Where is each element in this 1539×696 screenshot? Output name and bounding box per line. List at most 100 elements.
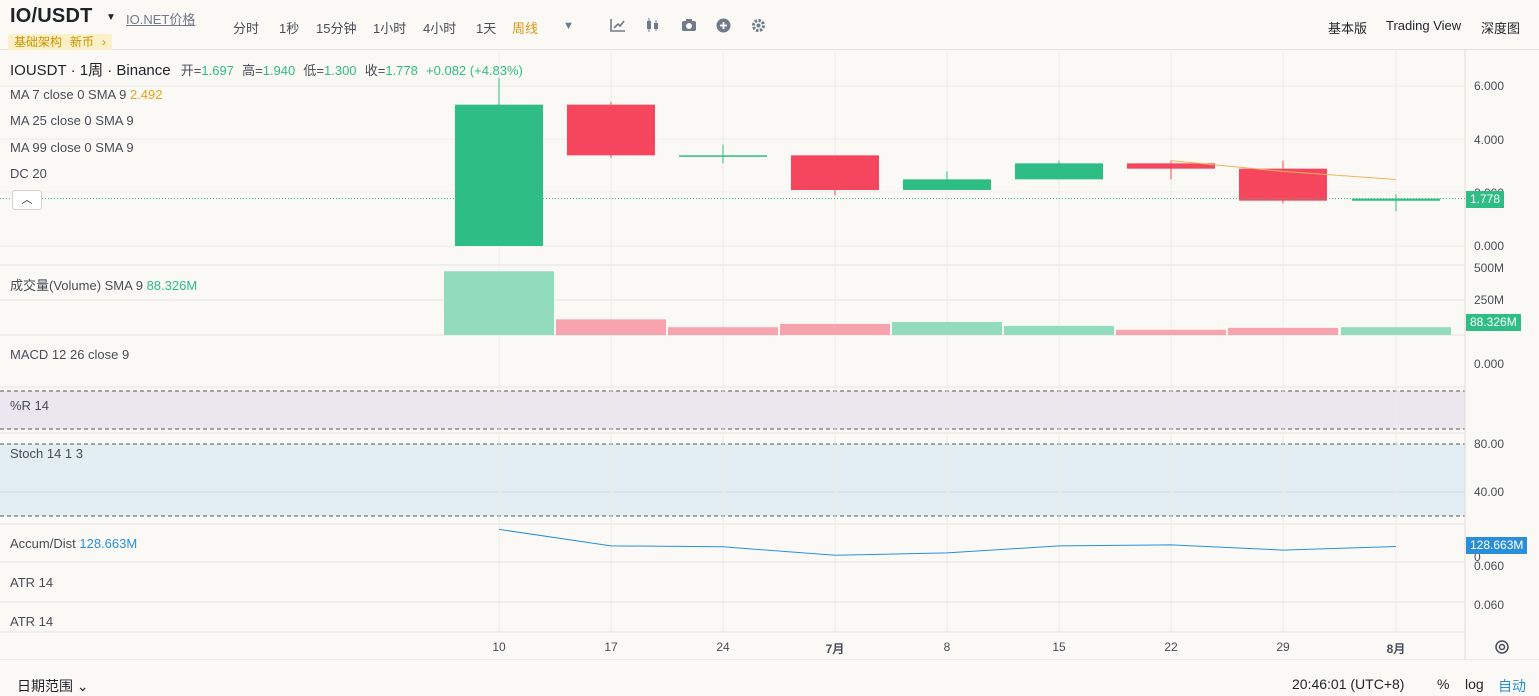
- tf-time[interactable]: 分时: [233, 21, 260, 36]
- accum-legend[interactable]: Accum/Dist 128.663M: [10, 536, 137, 551]
- close-label: 收=: [364, 63, 386, 78]
- x-tick: 15: [1052, 640, 1066, 654]
- candle-body: [903, 179, 991, 190]
- price-tick: 6.000: [1474, 79, 1505, 93]
- tf-1h[interactable]: 1小时: [373, 21, 407, 36]
- symbol-title[interactable]: IO/USDT: [10, 5, 93, 27]
- atr-legend-2[interactable]: ATR 14: [10, 614, 54, 629]
- price-badge: 1.778: [1466, 191, 1505, 208]
- view-depth[interactable]: 深度图: [1481, 21, 1521, 36]
- stoch-tick: 80.00: [1474, 437, 1505, 451]
- wr-band: [0, 391, 1465, 429]
- top-toolbar: IO/USDT ▼ IO.NET价格 基础架构 新币 › 分时 1秒 15分钟 1小…: [0, 0, 1539, 50]
- tag-new-coin[interactable]: 新币: [70, 35, 95, 49]
- volume-bar: [444, 271, 554, 335]
- volume-bar: [1341, 327, 1451, 335]
- tf-4h[interactable]: 4小时: [423, 21, 457, 36]
- chart-canvas[interactable]: [0, 50, 1539, 660]
- x-tick: 22: [1164, 640, 1178, 654]
- volume-tick: 500M: [1474, 261, 1505, 275]
- x-tick: 17: [604, 640, 618, 654]
- volume-tick: 250M: [1474, 293, 1505, 307]
- volume-bar: [892, 322, 1002, 335]
- camera-icon[interactable]: [681, 18, 697, 35]
- change-value: +0.082 (+4.83%): [426, 63, 523, 78]
- candle-body: [567, 104, 655, 156]
- auto-toggle[interactable]: 自动: [1498, 678, 1526, 694]
- stoch-band: [0, 444, 1465, 516]
- tf-1s[interactable]: 1秒: [279, 21, 300, 36]
- tag-box[interactable]: 基础架构 新币 ›: [8, 34, 113, 50]
- volume-label: 成交量(Volume) SMA 9: [10, 278, 143, 293]
- open-label: 开=: [180, 63, 202, 78]
- x-tick: 29: [1276, 640, 1290, 654]
- view-basic[interactable]: 基本版: [1328, 21, 1368, 36]
- volume-bar: [1228, 327, 1338, 335]
- wr-legend[interactable]: %R 14: [10, 398, 50, 413]
- log-toggle[interactable]: log: [1465, 676, 1484, 692]
- bottom-bar: 日期范围 ⌄ 20:46:01 (UTC+8) % log 自动: [0, 670, 1539, 696]
- ohlc-header: IOUSDT · 1周 · Binance 开=1.697 高=1.940 低=…: [10, 59, 523, 80]
- volume-bar: [1116, 329, 1226, 335]
- price-link[interactable]: IO.NET价格: [126, 12, 196, 27]
- accum-label: Accum/Dist: [10, 536, 76, 551]
- view-tradingview[interactable]: Trading View: [1386, 18, 1462, 33]
- candle-body: [1352, 198, 1440, 201]
- candle-body: [791, 155, 879, 190]
- stoch-legend[interactable]: Stoch 14 1 3: [10, 446, 83, 461]
- tf-1d[interactable]: 1天: [476, 21, 497, 36]
- tf-1w[interactable]: 周线: [512, 21, 539, 36]
- candle-body: [455, 104, 543, 247]
- x-tick: 24: [716, 640, 730, 654]
- macd-tick: 0.000: [1474, 357, 1505, 371]
- collapse-legend-button[interactable]: ︿: [12, 190, 42, 210]
- price-tick: 4.000: [1474, 133, 1505, 147]
- low-label: 低=: [303, 63, 324, 78]
- price-tick: 0.000: [1474, 239, 1505, 253]
- volume-legend[interactable]: 成交量(Volume) SMA 9 88.326M: [10, 275, 197, 294]
- macd-legend[interactable]: MACD 12 26 close 9: [10, 347, 130, 362]
- x-tick: 7月: [825, 642, 845, 656]
- stoch-tick: 40.00: [1474, 485, 1505, 499]
- atr-tick: 0.060: [1474, 598, 1505, 612]
- volume-bar: [780, 323, 890, 335]
- volume-value: 88.326M: [146, 278, 198, 293]
- tf-15m[interactable]: 15分钟: [316, 21, 357, 36]
- dc-legend[interactable]: DC 20: [10, 166, 47, 181]
- open-value: 1.697: [201, 63, 234, 78]
- timeframe-more-icon[interactable]: ▼: [563, 20, 574, 32]
- volume-badge: 88.326M: [1466, 314, 1521, 331]
- accum-dist-line: [498, 528, 1397, 556]
- volume-bar: [668, 327, 778, 335]
- x-tick: 8: [943, 640, 951, 654]
- atr-legend-1[interactable]: ATR 14: [10, 575, 54, 590]
- low-value: 1.300: [324, 63, 357, 78]
- atr-tick: 0.060: [1474, 559, 1505, 573]
- ma7-label: MA 7 close 0 SMA 9: [10, 87, 127, 102]
- ma25-legend[interactable]: MA 25 close 0 SMA 9: [10, 113, 134, 128]
- percent-toggle[interactable]: %: [1437, 676, 1450, 692]
- close-value: 1.778: [385, 63, 418, 78]
- accum-badge: 128.663M: [1466, 537, 1528, 554]
- high-label: 高=: [242, 63, 263, 78]
- candle-type-icon[interactable]: [645, 18, 663, 35]
- chart-settings-icon[interactable]: [1494, 639, 1510, 660]
- ma7-legend[interactable]: MA 7 close 0 SMA 9 2.492: [10, 87, 163, 102]
- tag-chevron-icon: ›: [102, 35, 107, 49]
- x-tick: 8月: [1386, 642, 1406, 656]
- add-icon[interactable]: [716, 18, 731, 36]
- chart-title: IOUSDT · 1周 · Binance: [10, 62, 171, 79]
- tag-infrastructure[interactable]: 基础架构: [14, 35, 63, 49]
- symbol-dropdown-icon[interactable]: ▼: [106, 12, 116, 23]
- ma99-legend[interactable]: MA 99 close 0 SMA 9: [10, 140, 134, 155]
- accum-tick: 0: [1474, 550, 1481, 564]
- date-range-button[interactable]: 日期范围 ⌄: [17, 678, 89, 694]
- gear-icon[interactable]: [751, 18, 766, 36]
- candle-body: [1239, 168, 1327, 201]
- candle-body: [1127, 163, 1215, 169]
- high-value: 1.940: [262, 63, 296, 78]
- volume-bar: [1004, 325, 1114, 335]
- candle-body: [679, 155, 767, 157]
- x-tick: 10: [492, 640, 506, 654]
- indicator-icon[interactable]: [610, 18, 626, 35]
